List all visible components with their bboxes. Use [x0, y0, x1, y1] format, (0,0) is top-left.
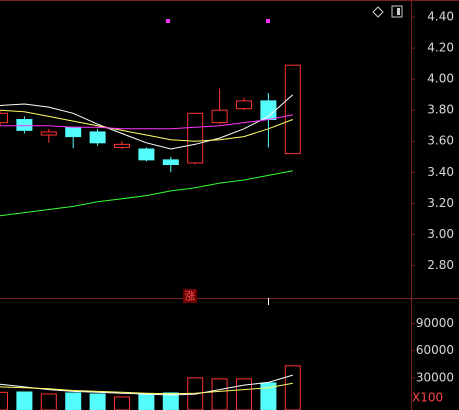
- candle-body: [284, 64, 301, 155]
- volume-bar: [114, 396, 130, 410]
- candle-body: [114, 143, 130, 148]
- panel-icon-fill: [397, 8, 400, 15]
- volume-bar: [40, 393, 57, 410]
- y-tick-label: 4.20: [427, 41, 454, 55]
- candle-body: [162, 159, 179, 166]
- volume-bar: [236, 378, 252, 410]
- candle-body: [16, 119, 33, 131]
- y-tick-label: 60000: [416, 343, 454, 357]
- panel-icon: [391, 5, 403, 18]
- y-tick-label: 3.80: [427, 103, 454, 117]
- candle-body: [89, 131, 106, 144]
- volume-bar: [138, 393, 155, 410]
- candle-body: [236, 100, 252, 110]
- diamond-icon: [372, 6, 384, 18]
- y-tick-label: 3.20: [427, 196, 454, 210]
- y-tick-label: 2.80: [427, 258, 454, 272]
- volume-bar: [0, 391, 8, 410]
- candle-body: [138, 148, 155, 161]
- signal-marker: [166, 19, 170, 23]
- y-tick-label: 3.40: [427, 165, 454, 179]
- candle-body: [187, 112, 204, 164]
- candle-body: [211, 109, 228, 124]
- candle-body: [40, 131, 57, 136]
- unit-label: X100: [412, 391, 443, 405]
- moving-average-line: [0, 114, 293, 130]
- volume-bar: [284, 365, 301, 410]
- candle-body: [65, 126, 82, 138]
- y-tick-label: 90000: [416, 316, 454, 330]
- y-tick-label: 3.00: [427, 227, 454, 241]
- volume-bar: [162, 392, 179, 410]
- volume-bar: [211, 378, 228, 410]
- moving-average-line: [0, 382, 293, 395]
- moving-average-line: [0, 374, 293, 396]
- volume-bar: [89, 393, 106, 410]
- y-tick-label: 30000: [416, 370, 454, 384]
- volume-bar: [65, 392, 82, 410]
- annotation-box: [183, 289, 197, 303]
- moving-average-line: [0, 94, 294, 150]
- signal-marker: [266, 19, 270, 23]
- y-tick-label: 4.00: [427, 72, 454, 86]
- annotation: 涨: [185, 290, 196, 303]
- moving-average-line: [0, 170, 293, 217]
- candle-body: [0, 112, 8, 124]
- y-tick-label: 3.60: [427, 134, 454, 148]
- y-tick-label: 4.40: [427, 10, 454, 24]
- volume-bar: [16, 391, 33, 410]
- moving-average-line: [0, 109, 293, 142]
